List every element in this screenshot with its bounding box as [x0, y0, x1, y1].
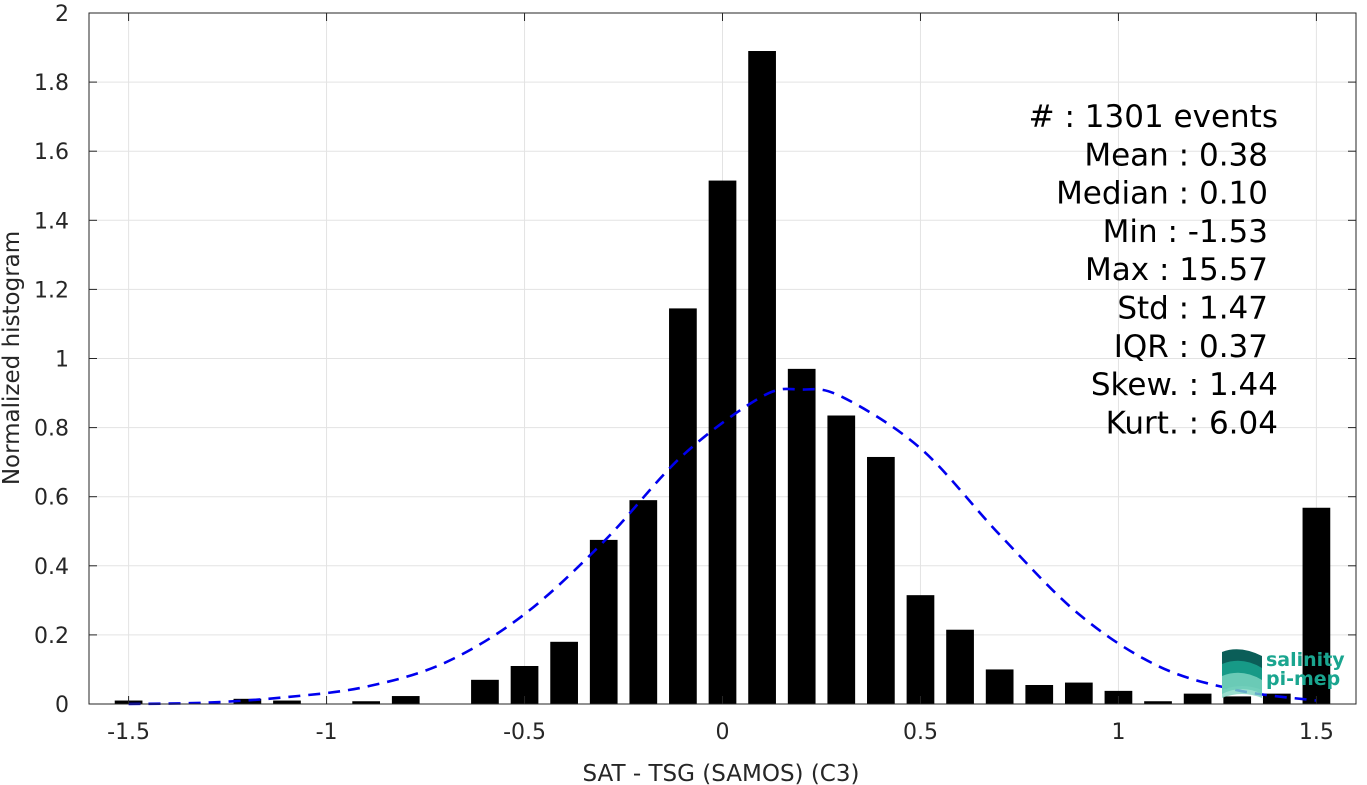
- x-tick-label: -0.5: [503, 720, 546, 745]
- stat-line-2: Median : 0.10: [1056, 176, 1268, 212]
- y-axis-label: Normalized histogram: [0, 231, 25, 485]
- bar-5: [471, 679, 499, 704]
- bar-17: [946, 629, 974, 704]
- y-axis-ticks: 0 0.2 0.4 0.6 0.8 1 1.2 1.4 1.6 1.8 2: [34, 2, 1356, 718]
- bar-26: [1302, 507, 1331, 704]
- stat-line-0: # : 1301 events: [1029, 99, 1278, 135]
- bar-11: [708, 180, 737, 704]
- x-tick-label: -1: [316, 720, 338, 745]
- bar-7: [550, 641, 578, 704]
- bar-13: [787, 368, 816, 704]
- wave-logo-icon: [1222, 649, 1262, 698]
- bar-14: [827, 415, 856, 704]
- x-axis-label: SAT - TSG (SAMOS) (C3): [583, 761, 860, 785]
- bar-20: [1064, 682, 1093, 704]
- bar-15: [867, 456, 895, 704]
- y-tick-label: 0.6: [34, 486, 69, 511]
- y-tick-label: 1.8: [34, 71, 69, 96]
- y-tick-label: 0: [55, 693, 69, 718]
- y-tick-label: 1.2: [34, 278, 69, 303]
- y-tick-label: 1.4: [34, 209, 69, 234]
- y-tick-label: 0.2: [34, 624, 69, 649]
- y-tick-label: 1.6: [34, 140, 69, 165]
- bar-24: [1223, 696, 1252, 704]
- x-tick-label: 1: [1111, 720, 1125, 745]
- bar-18: [985, 669, 1014, 704]
- bar-1: [233, 698, 262, 704]
- bar-16: [906, 595, 935, 704]
- bar-2: [273, 700, 301, 704]
- bar-8: [589, 539, 618, 704]
- bar-10: [669, 308, 697, 704]
- bar-3: [352, 701, 381, 704]
- y-tick-label: 0.8: [34, 417, 69, 442]
- x-tick-label: 0: [716, 720, 730, 745]
- logo-text-line2: pi-mep: [1266, 668, 1340, 690]
- salinity-pi-mep-logo: salinity pi-mep: [1222, 649, 1345, 698]
- x-tick-label: -1.5: [107, 720, 150, 745]
- stat-line-5: Std : 1.47: [1117, 291, 1268, 327]
- stat-line-7: Skew. : 1.44: [1091, 367, 1278, 403]
- stat-line-8: Kurt. : 6.04: [1106, 405, 1278, 441]
- x-tick-label: 0.5: [903, 720, 938, 745]
- stat-line-6: IQR : 0.37: [1114, 329, 1268, 365]
- bar-22: [1144, 701, 1172, 704]
- logo-text-line1: salinity: [1266, 649, 1345, 671]
- stat-line-3: Min : -1.53: [1103, 214, 1268, 250]
- bar-12: [748, 51, 776, 704]
- bar-9: [629, 500, 658, 704]
- stat-line-1: Mean : 0.38: [1084, 137, 1268, 173]
- gaussian-fit-curve: [128, 387, 1317, 706]
- histogram-bars: [114, 51, 1331, 704]
- bar-19: [1025, 684, 1054, 704]
- bar-25: [1262, 693, 1291, 704]
- stat-line-4: Max : 15.57: [1085, 252, 1268, 288]
- x-tick-label: 1.5: [1299, 720, 1334, 745]
- x-axis-ticks: -1.5 -1 -0.5 0 0.5 1 1.5: [107, 13, 1334, 745]
- bar-4: [391, 696, 420, 704]
- y-tick-label: 0.4: [34, 555, 69, 580]
- bar-23: [1183, 693, 1212, 704]
- y-tick-label: 2: [55, 2, 69, 27]
- y-tick-label: 1: [55, 348, 69, 373]
